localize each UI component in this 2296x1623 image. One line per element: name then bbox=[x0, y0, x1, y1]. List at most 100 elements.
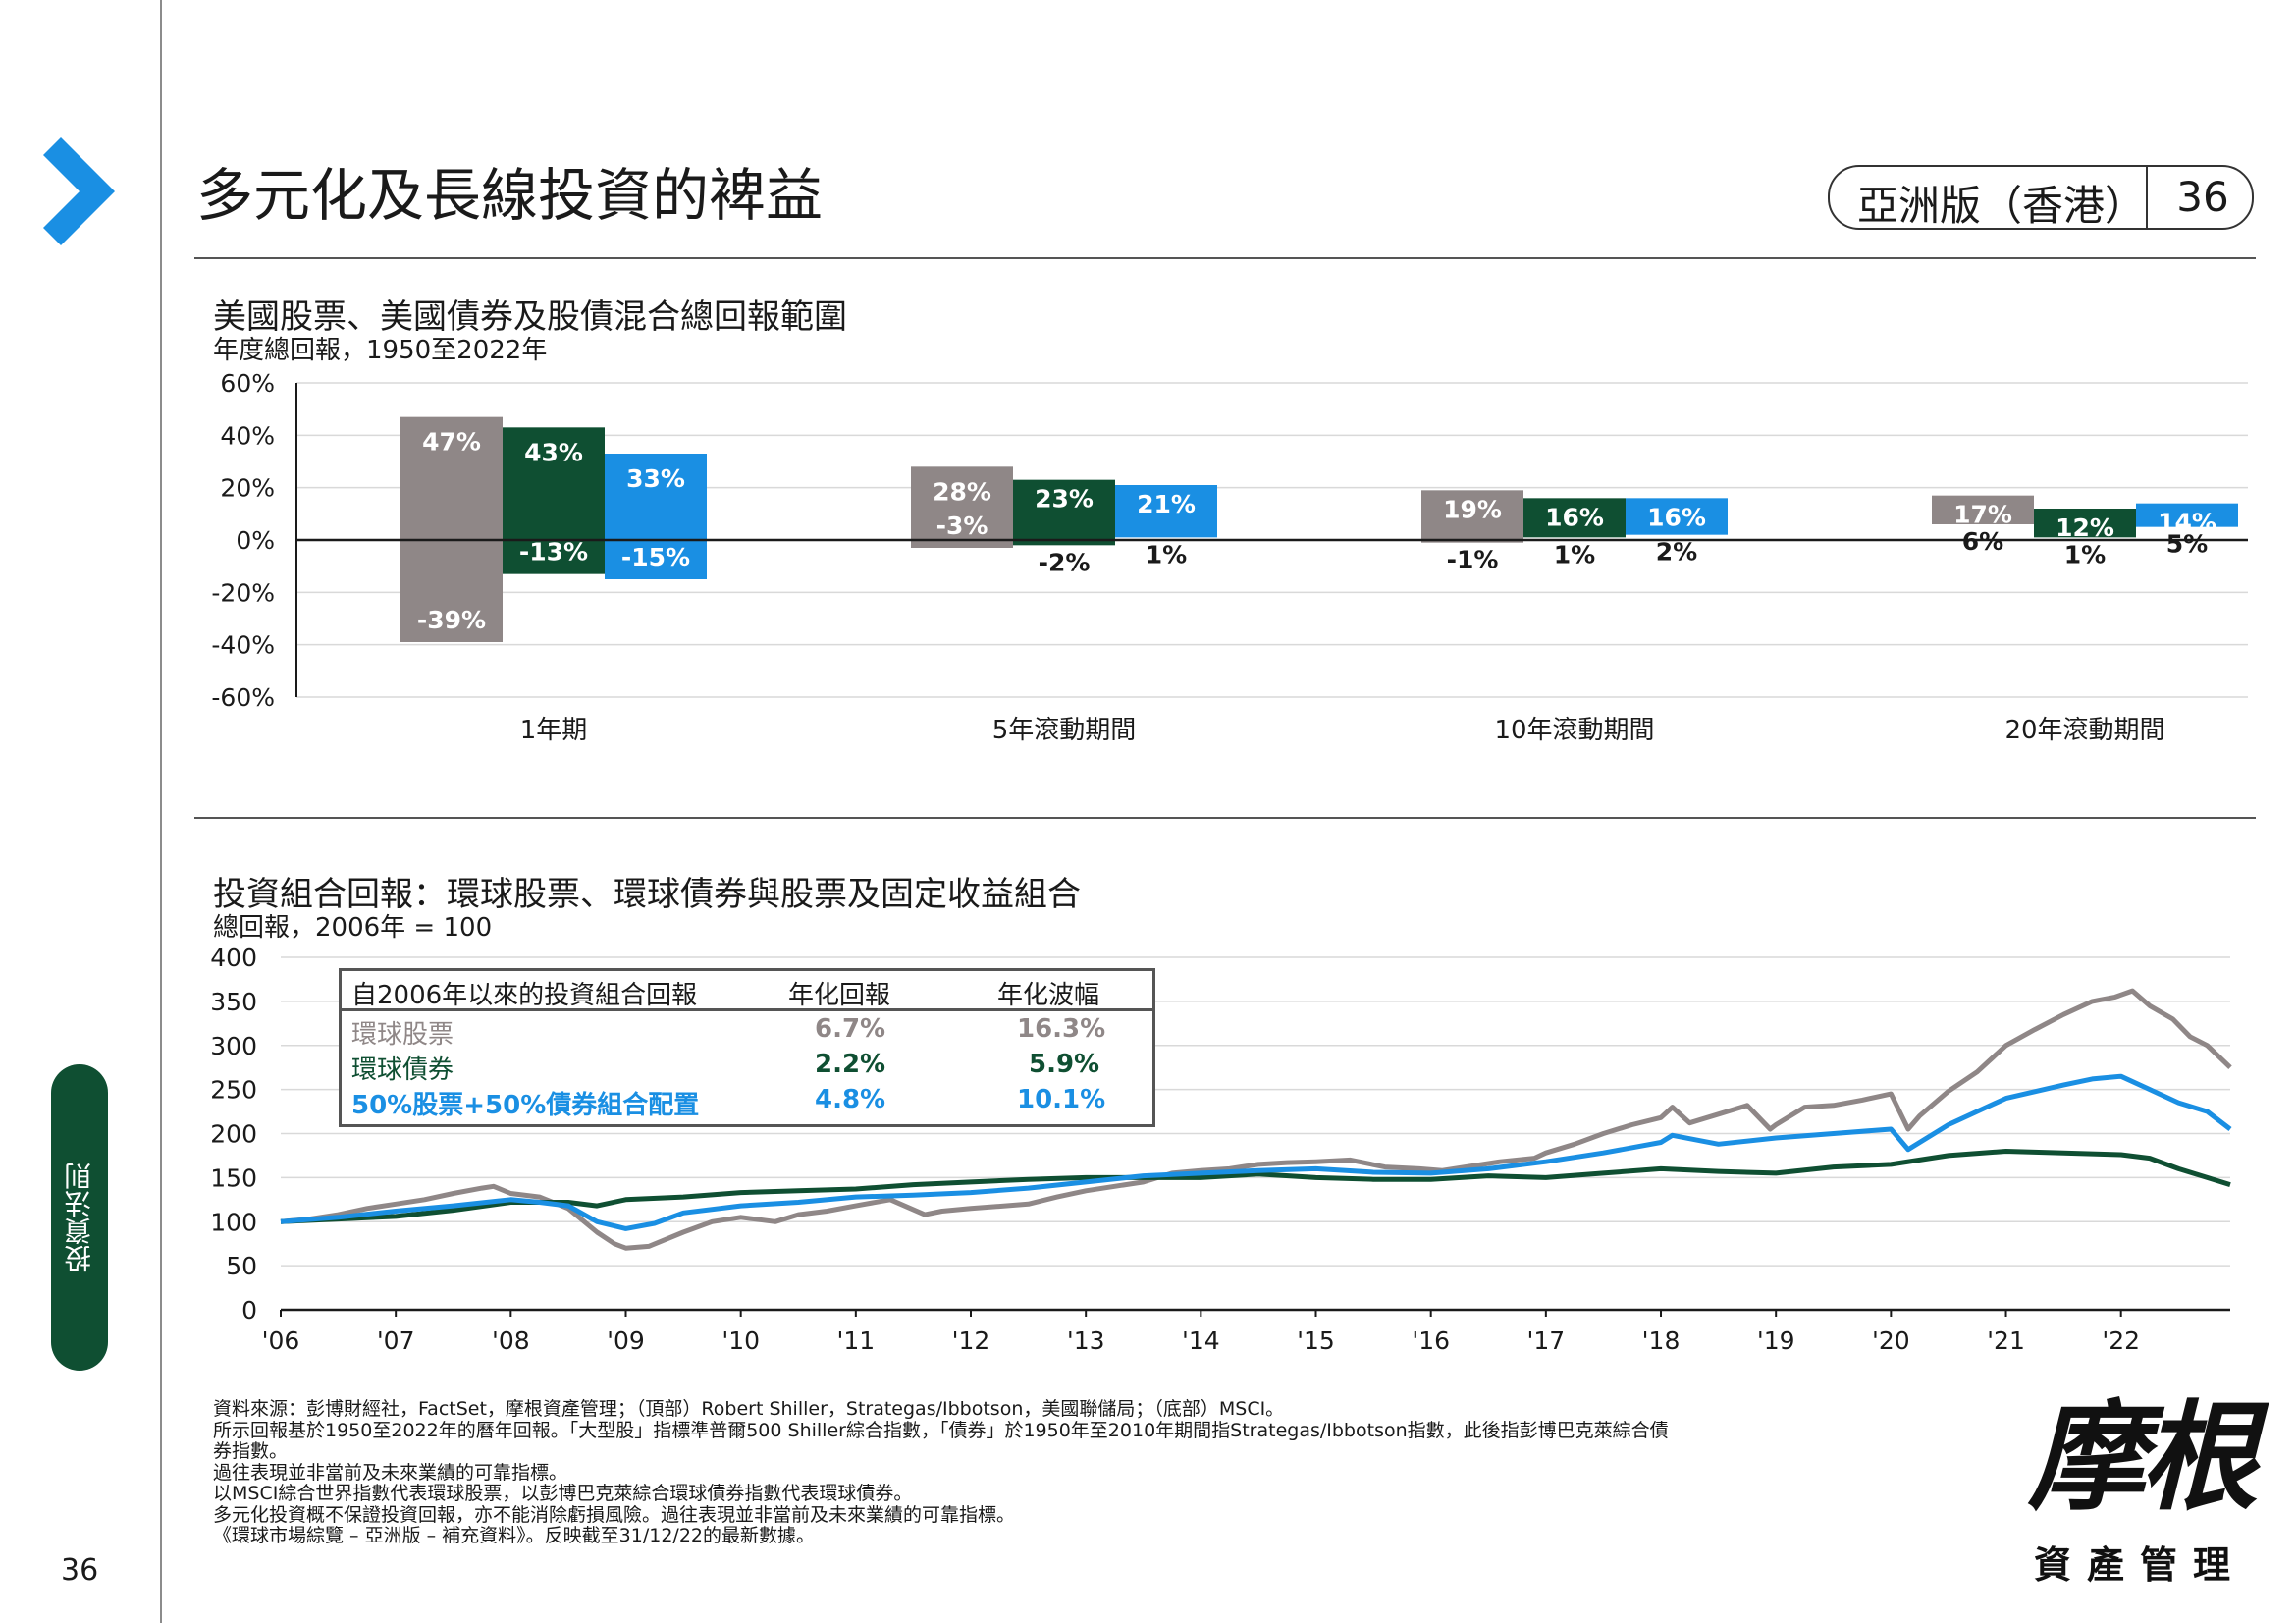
x-tick-label: '12 bbox=[952, 1326, 990, 1355]
y-tick-label: 50 bbox=[226, 1252, 257, 1280]
bar-min-label: 5% bbox=[2166, 530, 2208, 559]
line-chart-title: 投資組合回報：環球股票、環球債券與股票及固定收益組合 bbox=[213, 875, 1081, 914]
bar-max-label: 47% bbox=[422, 428, 481, 457]
line-chart-subtitle: 總回報，2006年 = 100 bbox=[213, 913, 493, 943]
bar-max-label: 12% bbox=[2056, 514, 2114, 542]
x-category-label: 5年滾動期間 bbox=[992, 716, 1137, 745]
header-page-number: 36 bbox=[2176, 173, 2229, 221]
bar-chart-title: 美國股票、美國債券及股債混合總回報範圍 bbox=[213, 298, 847, 337]
logo-subtitle: 資產管理 bbox=[2033, 1543, 2246, 1587]
stats-row-stocks: 環球股票 6.7% 16.3% bbox=[342, 1012, 1152, 1050]
stats-row-vol: 10.1% bbox=[1017, 1085, 1106, 1114]
bar-min-label: 2% bbox=[1656, 538, 1697, 567]
stats-header-row: 自2006年以來的投資組合回報 年化回報 年化波幅 bbox=[342, 973, 1152, 1010]
footnotes: 資料來源：彭博財經社，FactSet，摩根資產管理；（頂部）Robert Shi… bbox=[213, 1398, 1921, 1547]
section-tab[interactable]: 投資法則 bbox=[51, 1064, 108, 1371]
y-tick-label: 400 bbox=[210, 944, 257, 972]
x-category-label: 1年期 bbox=[520, 716, 588, 745]
stats-row-bonds: 環球債券 2.2% 5.9% bbox=[342, 1048, 1152, 1085]
line-chart: 400 350 300 250 200 150 100 50 0'06 '07 '08 '09 '10 '… bbox=[210, 944, 2232, 1355]
y-tick-label: -40% bbox=[211, 631, 275, 660]
bar-max-label: 17% bbox=[1953, 501, 2012, 529]
bar-max-label: 33% bbox=[626, 464, 685, 493]
x-category-label: 10年滾動期間 bbox=[1494, 716, 1654, 745]
x-tick-label: '07 bbox=[377, 1326, 415, 1355]
range-bar-bonds bbox=[1523, 498, 1626, 538]
bar-min-label: -13% bbox=[519, 538, 588, 567]
range-bar-bonds bbox=[1013, 479, 1115, 546]
chevron-right-icon bbox=[43, 137, 115, 245]
bar-max-label: 16% bbox=[1647, 503, 1706, 531]
bar-chart-subtitle: 年度總回報，1950至2022年 bbox=[213, 336, 548, 365]
y-tick-label: 250 bbox=[210, 1076, 257, 1105]
y-tick-label: 300 bbox=[210, 1032, 257, 1060]
bar-min-label: 1% bbox=[2064, 540, 2106, 568]
bar-min-label: -15% bbox=[621, 543, 690, 571]
bar-max-label: 21% bbox=[1137, 490, 1196, 518]
y-tick-label: 20% bbox=[220, 474, 275, 503]
stats-header-rule bbox=[342, 1008, 1152, 1011]
stats-row-mix: 50%股票+50%債券組合配置 4.8% 10.1% bbox=[342, 1083, 1152, 1120]
x-tick-label: '06 bbox=[262, 1326, 300, 1355]
x-category-label: 20年滾動期間 bbox=[2004, 716, 2164, 745]
footnote-line: 《環球市場綜覽 – 亞洲版 – 補充資料》。反映截至31/12/22的最新數據。 bbox=[213, 1525, 815, 1546]
bar-min-label: -1% bbox=[1447, 546, 1499, 574]
x-tick-label: '15 bbox=[1297, 1326, 1335, 1355]
series-line-stocks bbox=[280, 988, 2232, 1251]
x-tick-label: '09 bbox=[607, 1326, 645, 1355]
left-divider bbox=[160, 0, 162, 1623]
bar-chart: 60% 40% 20% 0% -20% -40% -60% 47% -39% 28% -3% 19% -… bbox=[211, 369, 2248, 745]
region-divider bbox=[2146, 167, 2148, 228]
bar-min-label: -3% bbox=[936, 512, 988, 540]
stats-row-vol: 16.3% bbox=[1017, 1014, 1106, 1044]
series-line-bonds bbox=[280, 1149, 2231, 1224]
range-bar-mix bbox=[605, 454, 707, 579]
y-tick-label: 0 bbox=[241, 1296, 257, 1325]
stats-header-vol: 年化波幅 bbox=[997, 981, 1100, 1010]
header-rule bbox=[194, 257, 2256, 259]
x-tick-label: '19 bbox=[1757, 1326, 1795, 1355]
footnote-line: 資料來源：彭博財經社，FactSet，摩根資產管理；（頂部）Robert Shi… bbox=[213, 1398, 1285, 1420]
x-tick-label: '14 bbox=[1182, 1326, 1220, 1355]
y-tick-label: 350 bbox=[210, 988, 257, 1016]
range-bar-stocks bbox=[911, 466, 1013, 548]
stats-row-return: 6.7% bbox=[815, 1014, 886, 1044]
x-tick-label: '17 bbox=[1527, 1326, 1566, 1355]
bar-max-label: 43% bbox=[524, 438, 583, 466]
stats-table: 自2006年以來的投資組合回報 年化回報 年化波幅 環球股票 6.7% 16.3… bbox=[339, 968, 1155, 1127]
footnote-line: 過往表現並非當前及未來業績的可靠指標。 bbox=[213, 1461, 568, 1484]
range-bar-stocks bbox=[1932, 495, 2034, 524]
footnote-line: 券指數。 bbox=[213, 1440, 289, 1462]
bar-min-label: 1% bbox=[1554, 540, 1595, 568]
y-tick-label: 60% bbox=[220, 369, 275, 398]
bar-max-label: 16% bbox=[1545, 503, 1604, 531]
range-bar-mix bbox=[1115, 485, 1217, 538]
bar-min-label: 6% bbox=[1962, 527, 2003, 556]
logo-mark: 摩根 bbox=[2028, 1388, 2258, 1527]
footnote-line: 以MSCI綜合世界指數代表環球股票，以彭博巴克萊綜合環球債券指數代表環球債券。 bbox=[213, 1483, 913, 1504]
section-rule bbox=[194, 817, 2256, 819]
x-tick-label: '08 bbox=[492, 1326, 530, 1355]
bar-max-label: 23% bbox=[1035, 485, 1094, 514]
y-tick-label: 100 bbox=[210, 1208, 257, 1236]
stats-header-label: 自2006年以來的投資組合回報 bbox=[351, 981, 698, 1010]
y-tick-label: -60% bbox=[211, 683, 275, 712]
stats-row-vol: 5.9% bbox=[1029, 1050, 1100, 1079]
stats-row-name: 環球股票 bbox=[351, 1020, 454, 1050]
stats-row-return: 4.8% bbox=[815, 1085, 886, 1114]
stats-row-return: 2.2% bbox=[815, 1050, 886, 1079]
y-tick-label: -20% bbox=[211, 578, 275, 607]
stats-header-return: 年化回報 bbox=[788, 981, 891, 1010]
y-tick-label: 40% bbox=[220, 421, 275, 450]
x-tick-label: '21 bbox=[1987, 1326, 2025, 1355]
x-tick-label: '10 bbox=[721, 1326, 760, 1355]
range-bar-mix bbox=[1626, 498, 1728, 535]
x-tick-label: '22 bbox=[2102, 1326, 2140, 1355]
range-bar-mix bbox=[2136, 503, 2238, 527]
footnote-line: 多元化投資概不保證投資回報，亦不能消除虧損風險。過往表現並非當前及未來業績的可靠… bbox=[213, 1503, 1016, 1526]
x-tick-label: '20 bbox=[1872, 1326, 1910, 1355]
bar-min-label: 1% bbox=[1146, 540, 1187, 568]
bar-max-label: 14% bbox=[2158, 509, 2216, 537]
region-label: 亞洲版（香港） bbox=[1857, 182, 2147, 230]
stats-row-name: 環球債券 bbox=[351, 1055, 454, 1085]
